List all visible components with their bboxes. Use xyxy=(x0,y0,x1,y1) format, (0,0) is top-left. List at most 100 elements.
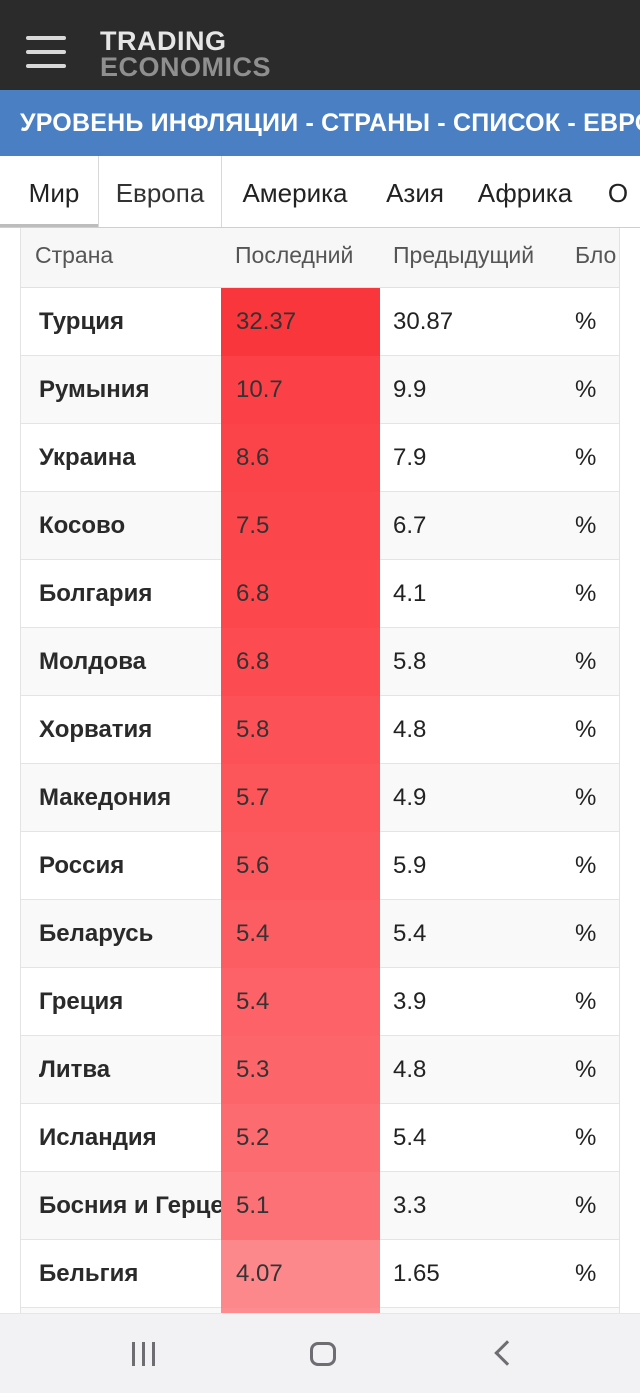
country-name[interactable]: Греция xyxy=(39,988,124,1015)
back-icon[interactable] xyxy=(474,1334,534,1374)
table-row[interactable]: Молдова 6.8 5.8% xyxy=(21,628,619,696)
last-value: 6.8 xyxy=(221,628,380,696)
previous-value: 5.9 xyxy=(393,852,427,879)
column-header-country[interactable]: Страна xyxy=(35,242,114,268)
tab-world[interactable]: Мир xyxy=(28,178,80,208)
trading-economics-logo[interactable]: TRADING ECONOMICS xyxy=(100,26,272,82)
previous-value: 4.8 xyxy=(393,1056,427,1083)
previous-value: 3.3 xyxy=(393,1192,427,1219)
country-name[interactable]: Македония xyxy=(39,784,172,811)
table-row[interactable]: Хорватия 5.8 4.8% xyxy=(21,696,619,764)
unit-value: % xyxy=(575,852,597,879)
previous-value: 4.8 xyxy=(393,716,427,743)
top-app-bar: TRADING ECONOMICS xyxy=(0,0,640,90)
previous-value: 5.8 xyxy=(393,648,427,675)
table-row[interactable]: Косово 7.5 6.7% xyxy=(21,492,619,560)
last-value: 5.4 xyxy=(221,968,380,1036)
country-name[interactable]: Россия xyxy=(39,852,125,879)
last-value: 5.6 xyxy=(221,832,380,900)
column-header-previous[interactable]: Предыдущий xyxy=(393,242,535,268)
unit-value: % xyxy=(575,648,597,675)
country-name[interactable]: Болгария xyxy=(39,580,153,607)
table-row[interactable]: Босния и Герцеговина5.1 3.3% xyxy=(21,1172,619,1240)
table-row[interactable]: Болгария 6.8 4.1% xyxy=(21,560,619,628)
table-row[interactable]: Македония 5.7 4.9% xyxy=(21,764,619,832)
country-name[interactable]: Беларусь xyxy=(39,920,154,947)
last-value: 5.1 xyxy=(221,1172,380,1240)
tab-more[interactable]: О xyxy=(607,178,629,208)
unit-value: % xyxy=(575,444,597,471)
unit-value: % xyxy=(575,1192,597,1219)
table-header: Страна Последний Предыдущий Бло xyxy=(21,228,619,288)
table-row[interactable]: Бельгия 4.07 1.65% xyxy=(21,1240,619,1308)
column-header-unit[interactable]: Бло xyxy=(575,242,617,268)
page-title: УРОВЕНЬ ИНФЛЯЦИИ - СТРАНЫ - СПИСОК - ЕВР… xyxy=(20,109,640,137)
previous-value: 5.4 xyxy=(393,1124,427,1151)
previous-value: 3.9 xyxy=(393,988,427,1015)
country-name[interactable]: Украина xyxy=(39,444,136,471)
previous-value: 30.87 xyxy=(393,308,454,335)
last-value: 32.37 xyxy=(221,288,380,356)
table-row[interactable]: Греция 5.4 3.9% xyxy=(21,968,619,1036)
last-value: 8.6 xyxy=(221,424,380,492)
column-header-last[interactable]: Последний xyxy=(235,242,354,268)
unit-value: % xyxy=(575,1124,597,1151)
table-row[interactable]: Украина 8.6 7.9% xyxy=(21,424,619,492)
table-row[interactable] xyxy=(21,1308,619,1313)
last-value: 5.3 xyxy=(221,1036,380,1104)
logo-line-trading: TRADING xyxy=(100,26,227,56)
previous-value: 7.9 xyxy=(393,444,427,471)
country-name[interactable]: Молдова xyxy=(39,648,146,675)
country-name[interactable]: Косово xyxy=(39,512,126,539)
logo-line-economics: ECONOMICS xyxy=(100,52,272,82)
region-tabs: Мир Европа Америка Азия Африка О xyxy=(0,156,640,228)
previous-value: 4.1 xyxy=(393,580,427,607)
tab-europe[interactable]: Европа xyxy=(98,156,222,227)
last-value: 4.07 xyxy=(221,1240,380,1308)
table-row[interactable]: Исландия 5.2 5.4% xyxy=(21,1104,619,1172)
unit-value: % xyxy=(575,784,597,811)
previous-value: 5.4 xyxy=(393,920,427,947)
table-row[interactable]: Турция 32.37 30.87% xyxy=(21,288,619,356)
tab-shadow xyxy=(0,224,98,227)
table-row[interactable]: Россия 5.6 5.9% xyxy=(21,832,619,900)
country-name[interactable]: Хорватия xyxy=(39,716,153,743)
tab-america[interactable]: Америка xyxy=(242,178,348,208)
previous-value: 4.9 xyxy=(393,784,427,811)
previous-value: 1.65 xyxy=(393,1260,440,1287)
last-value: 7.5 xyxy=(221,492,380,560)
last-value xyxy=(221,1308,380,1313)
unit-value: % xyxy=(575,308,597,335)
country-name[interactable]: Турция xyxy=(39,308,124,335)
home-icon[interactable] xyxy=(292,1334,352,1374)
table-row[interactable]: Румыния 10.7 9.9% xyxy=(21,356,619,424)
country-name[interactable]: Литва xyxy=(39,1056,111,1083)
tab-asia[interactable]: Азия xyxy=(386,178,444,208)
unit-value: % xyxy=(575,580,597,607)
unit-value: % xyxy=(575,920,597,947)
system-navigation-bar xyxy=(0,1313,640,1393)
inflation-table: Страна Последний Предыдущий Бло Турция 32… xyxy=(20,228,620,1313)
hamburger-menu-icon[interactable] xyxy=(26,36,66,68)
last-value: 10.7 xyxy=(221,356,380,424)
recent-apps-icon[interactable] xyxy=(114,1334,174,1374)
country-name[interactable]: Бельгия xyxy=(39,1260,139,1287)
last-value: 5.7 xyxy=(221,764,380,832)
unit-value: % xyxy=(575,716,597,743)
country-name[interactable]: Румыния xyxy=(39,376,150,403)
page-title-banner: УРОВЕНЬ ИНФЛЯЦИИ - СТРАНЫ - СПИСОК - ЕВР… xyxy=(0,90,640,156)
tab-africa[interactable]: Африка xyxy=(477,178,573,208)
unit-value: % xyxy=(575,376,597,403)
unit-value: % xyxy=(575,1260,597,1287)
last-value: 6.8 xyxy=(221,560,380,628)
previous-value: 6.7 xyxy=(393,512,427,539)
table-row[interactable]: Беларусь 5.4 5.4% xyxy=(21,900,619,968)
previous-value: 9.9 xyxy=(393,376,427,403)
last-value: 5.2 xyxy=(221,1104,380,1172)
unit-value: % xyxy=(575,1056,597,1083)
table-row[interactable]: Литва 5.3 4.8% xyxy=(21,1036,619,1104)
unit-value: % xyxy=(575,512,597,539)
country-name[interactable]: Босния и Герцеговина xyxy=(39,1192,221,1219)
country-name[interactable]: Исландия xyxy=(39,1124,157,1151)
last-value: 5.4 xyxy=(221,900,380,968)
